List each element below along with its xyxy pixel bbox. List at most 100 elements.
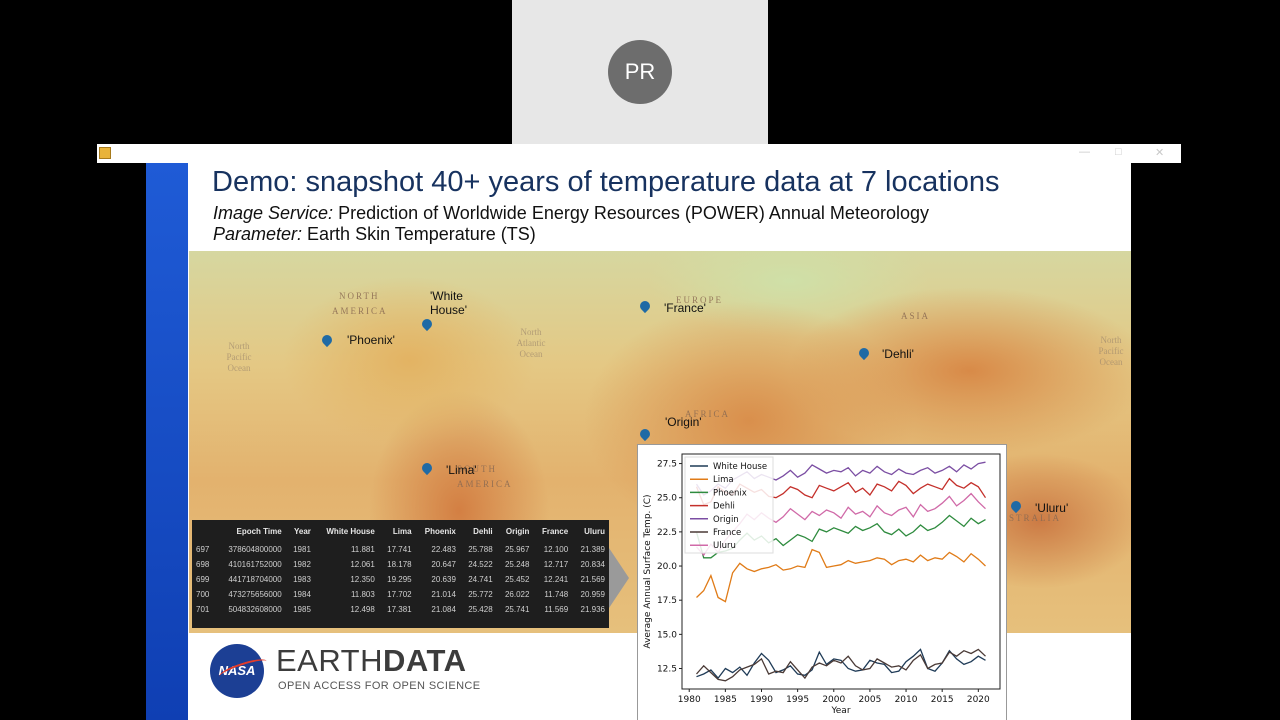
table-header-cell: Origin [505, 527, 530, 536]
x-tick-label: 2010 [895, 695, 918, 705]
legend-entry: White House [713, 462, 767, 472]
location-pin-icon[interactable] [419, 460, 435, 476]
table-row: 698 410161752000 1982 12.061 18.178 20.647 24.… [192, 557, 609, 572]
x-axis-label: Year [830, 706, 850, 716]
image-service-value: Prediction of Worldwide Energy Resources… [333, 203, 929, 223]
minimize-icon[interactable]: — [1079, 146, 1090, 158]
table-cell: 25.428 [468, 605, 493, 614]
table-cell: 12.100 [543, 545, 569, 554]
table-cell: 11.569 [544, 605, 569, 614]
table-cell: 25.248 [504, 560, 530, 569]
close-icon[interactable]: ✕ [1155, 147, 1165, 159]
table-cell: 12.061 [350, 560, 375, 569]
slide-title: Demo: snapshot 40+ years of temperature … [212, 166, 1000, 198]
region-label: AFRICA [685, 409, 731, 419]
table-cell: 21.389 [580, 545, 605, 554]
table-cell: 701 [196, 605, 210, 614]
table-cell: 11.803 [350, 590, 375, 599]
table-header-cell: Uluru [584, 527, 605, 536]
table-cell: 1981 [293, 545, 311, 554]
table-header-cell: Phoenix [424, 527, 456, 536]
maximize-icon[interactable]: □ [1115, 146, 1122, 158]
series-line-france [696, 648, 986, 682]
series-line-lima [696, 548, 986, 603]
participant-video-tile: PR [512, 0, 768, 144]
y-tick-label: 12.5 [657, 665, 677, 675]
y-tick-label: 27.5 [657, 460, 677, 470]
table-cell: 22.483 [431, 545, 456, 554]
x-tick-label: 1985 [714, 695, 737, 705]
plot-area [681, 453, 1001, 690]
table-cell: 378604800000 [228, 545, 282, 554]
table-cell: 11.881 [350, 545, 375, 554]
table-row: 700 473275656000 1984 11.803 17.702 21.014 25.… [192, 587, 609, 602]
region-label: STRALIA [1009, 513, 1061, 523]
table-cell: 24.741 [468, 575, 493, 584]
location-pin-icon[interactable] [637, 298, 653, 314]
region-label: SOUTH [457, 464, 498, 474]
table-header-cell [192, 524, 216, 542]
x-tick-label: 2015 [931, 695, 954, 705]
pin-label-phoenix: 'Phoenix' [347, 333, 395, 347]
location-pin-icon[interactable] [856, 345, 872, 361]
earthdata-tagline: OPEN ACCESS FOR OPEN SCIENCE [278, 680, 481, 692]
y-tick-label: 17.5 [657, 596, 677, 606]
screen-share-margin [1131, 163, 1280, 720]
table-cell: 12.350 [350, 575, 375, 584]
nasa-logo: NASA [210, 644, 264, 698]
legend-entry: Uluru [713, 541, 736, 551]
ocean-label: North Pacific Ocean [1098, 335, 1124, 367]
region-label: AMERICA [457, 479, 513, 489]
table-cell: 698 [196, 560, 210, 569]
temperature-line-chart: 1980 1985 1990 1995 2000 2005 2010 2015 2020 12.5… [637, 444, 1007, 720]
pin-label-uluru: 'Uluru' [1035, 501, 1069, 515]
table-cell: 17.741 [387, 545, 412, 554]
region-label: EUROPE [676, 295, 724, 305]
x-tick-label: 1980 [678, 695, 701, 705]
location-pin-icon[interactable] [419, 316, 435, 332]
table-cell: 25.967 [504, 545, 530, 554]
y-tick-label: 25.0 [657, 494, 677, 504]
table-row: 697 378604800000 1981 11.881 17.741 22.483 25.… [192, 542, 609, 557]
table-header-cell: Lima [392, 527, 412, 536]
table-cell: 20.959 [580, 590, 605, 599]
location-pin-icon[interactable] [637, 426, 653, 442]
pin-label-france: 'France' [664, 301, 706, 315]
x-tick-label: 2005 [858, 695, 881, 705]
x-tick-label: 2020 [967, 695, 990, 705]
table-cell: 20.834 [580, 560, 605, 569]
pin-label-dehli: 'Dehli' [882, 347, 914, 361]
region-label: NORTH [339, 291, 380, 301]
table-header-cell: Year [294, 527, 311, 536]
location-pin-icon[interactable] [1008, 498, 1024, 514]
table-cell: 25.788 [468, 545, 493, 554]
table-header-cell: France [541, 527, 569, 536]
x-tick-label: 2000 [822, 695, 845, 705]
chart-svg: 1980 1985 1990 1995 2000 2005 2010 2015 2020 12.5… [643, 453, 1001, 716]
table-cell: 410161752000 [228, 560, 282, 569]
app-icon [99, 147, 111, 159]
table-cell: 699 [196, 575, 210, 584]
table-cell: 473275656000 [228, 590, 282, 599]
x-tick-label: 1995 [786, 695, 809, 705]
location-pin-icon[interactable] [319, 332, 335, 348]
table-cell: 12.241 [543, 575, 569, 584]
slide-accent-band [146, 163, 188, 720]
ocean-label: North Pacific Ocean [226, 341, 252, 373]
parameter-label: Parameter: [213, 224, 303, 244]
table-cell: 24.522 [468, 560, 493, 569]
table-cell: 21.084 [431, 605, 456, 614]
table-cell: 21.569 [580, 575, 605, 584]
legend-entry: Phoenix [713, 488, 747, 498]
region-label: ASIA [901, 311, 931, 321]
presentation-slide: Demo: snapshot 40+ years of temperature … [146, 163, 1131, 720]
parameter-value: Earth Skin Temperature (TS) [302, 224, 536, 244]
table-cell: 11.748 [544, 590, 569, 599]
table-cell: 20.647 [431, 560, 456, 569]
table-cell: 21.936 [580, 605, 605, 614]
table-cell: 504832608000 [228, 605, 282, 614]
y-axis-label: Average Annual Surface Temp. (C) [643, 494, 653, 648]
table-cell: 18.178 [387, 560, 412, 569]
table-header-cell: Epoch Time [236, 527, 282, 536]
table-cell: 12.498 [350, 605, 375, 614]
